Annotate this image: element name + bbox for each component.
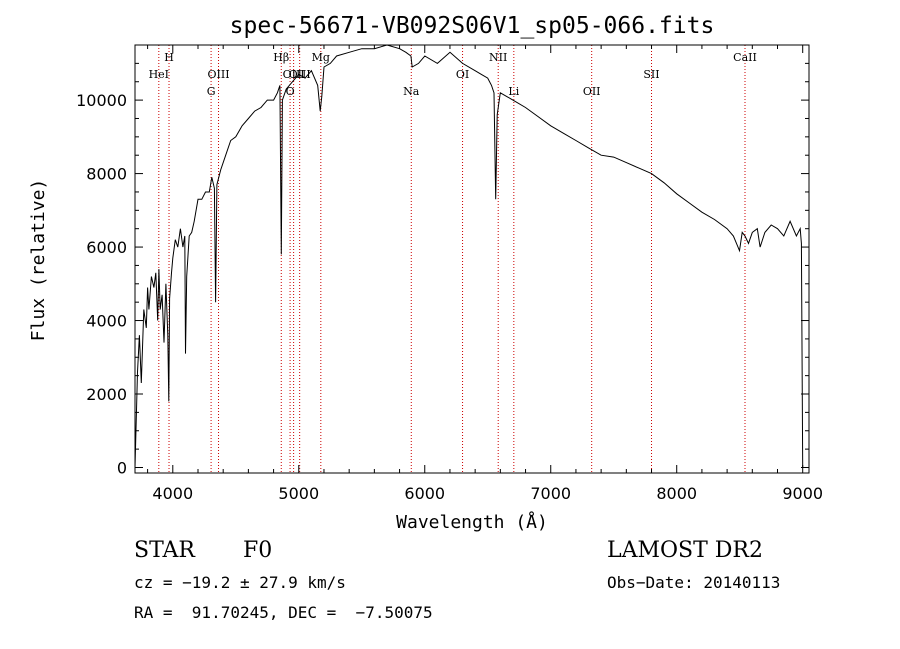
- x-tick-label: 8000: [656, 484, 697, 503]
- line-marker-label: OII: [583, 85, 601, 98]
- line-marker-label: OI: [456, 68, 469, 81]
- chart-title: spec-56671-VB092S06V1_sp05-066.fits: [230, 13, 715, 39]
- coordinates-text: RA = 91.70245, DEC = −7.50075: [134, 603, 433, 622]
- line-marker-label: HeI: [149, 68, 169, 81]
- line-marker-label: G: [207, 85, 216, 98]
- line-marker-label: OIII: [207, 68, 229, 81]
- line-marker-label: Hβ: [273, 51, 289, 64]
- y-tick-label: 6000: [86, 238, 127, 257]
- line-marker-label: O: [286, 85, 295, 98]
- line-marker-label: Na: [403, 85, 420, 98]
- x-tick-label: 5000: [278, 484, 319, 503]
- y-tick-label: 0: [117, 458, 127, 477]
- obs-date-text: Obs−Date: 20140113: [607, 573, 781, 592]
- object-subclass: F0: [243, 538, 273, 563]
- spectrum-line: [134, 44, 804, 468]
- y-tick-label: 2000: [86, 385, 127, 404]
- y-tick-label: 8000: [86, 165, 127, 184]
- line-marker-label: H: [164, 51, 174, 64]
- line-marker-label: OIII: [283, 68, 305, 81]
- y-tick-label: 4000: [86, 312, 127, 331]
- object-class: STAR: [134, 538, 195, 563]
- x-tick-label: 9000: [782, 484, 823, 503]
- line-marker-label: SII: [643, 68, 659, 81]
- x-tick-label: 7000: [530, 484, 571, 503]
- x-axis-label: Wavelength (Å): [396, 511, 548, 533]
- plot-frame: [134, 44, 810, 474]
- line-marker-label: CaII: [733, 51, 757, 64]
- x-axis: 4000 5000 6000 7000 8000 9000: [147, 45, 823, 503]
- x-tick-label: 6000: [404, 484, 445, 503]
- x-tick-label: 4000: [152, 484, 193, 503]
- y-axis: 0 2000 4000 6000 8000 10000: [76, 62, 809, 477]
- survey-label: LAMOST DR2: [607, 538, 763, 563]
- line-marker-label: NII: [489, 51, 507, 64]
- line-marker-label: Mg: [312, 51, 330, 64]
- y-tick-label: 10000: [76, 91, 127, 110]
- y-axis-label: Flux (relative): [28, 179, 49, 342]
- line-marker-label: Li: [508, 85, 519, 98]
- redshift-text: cz = −19.2 ± 27.9 km/s: [134, 573, 346, 592]
